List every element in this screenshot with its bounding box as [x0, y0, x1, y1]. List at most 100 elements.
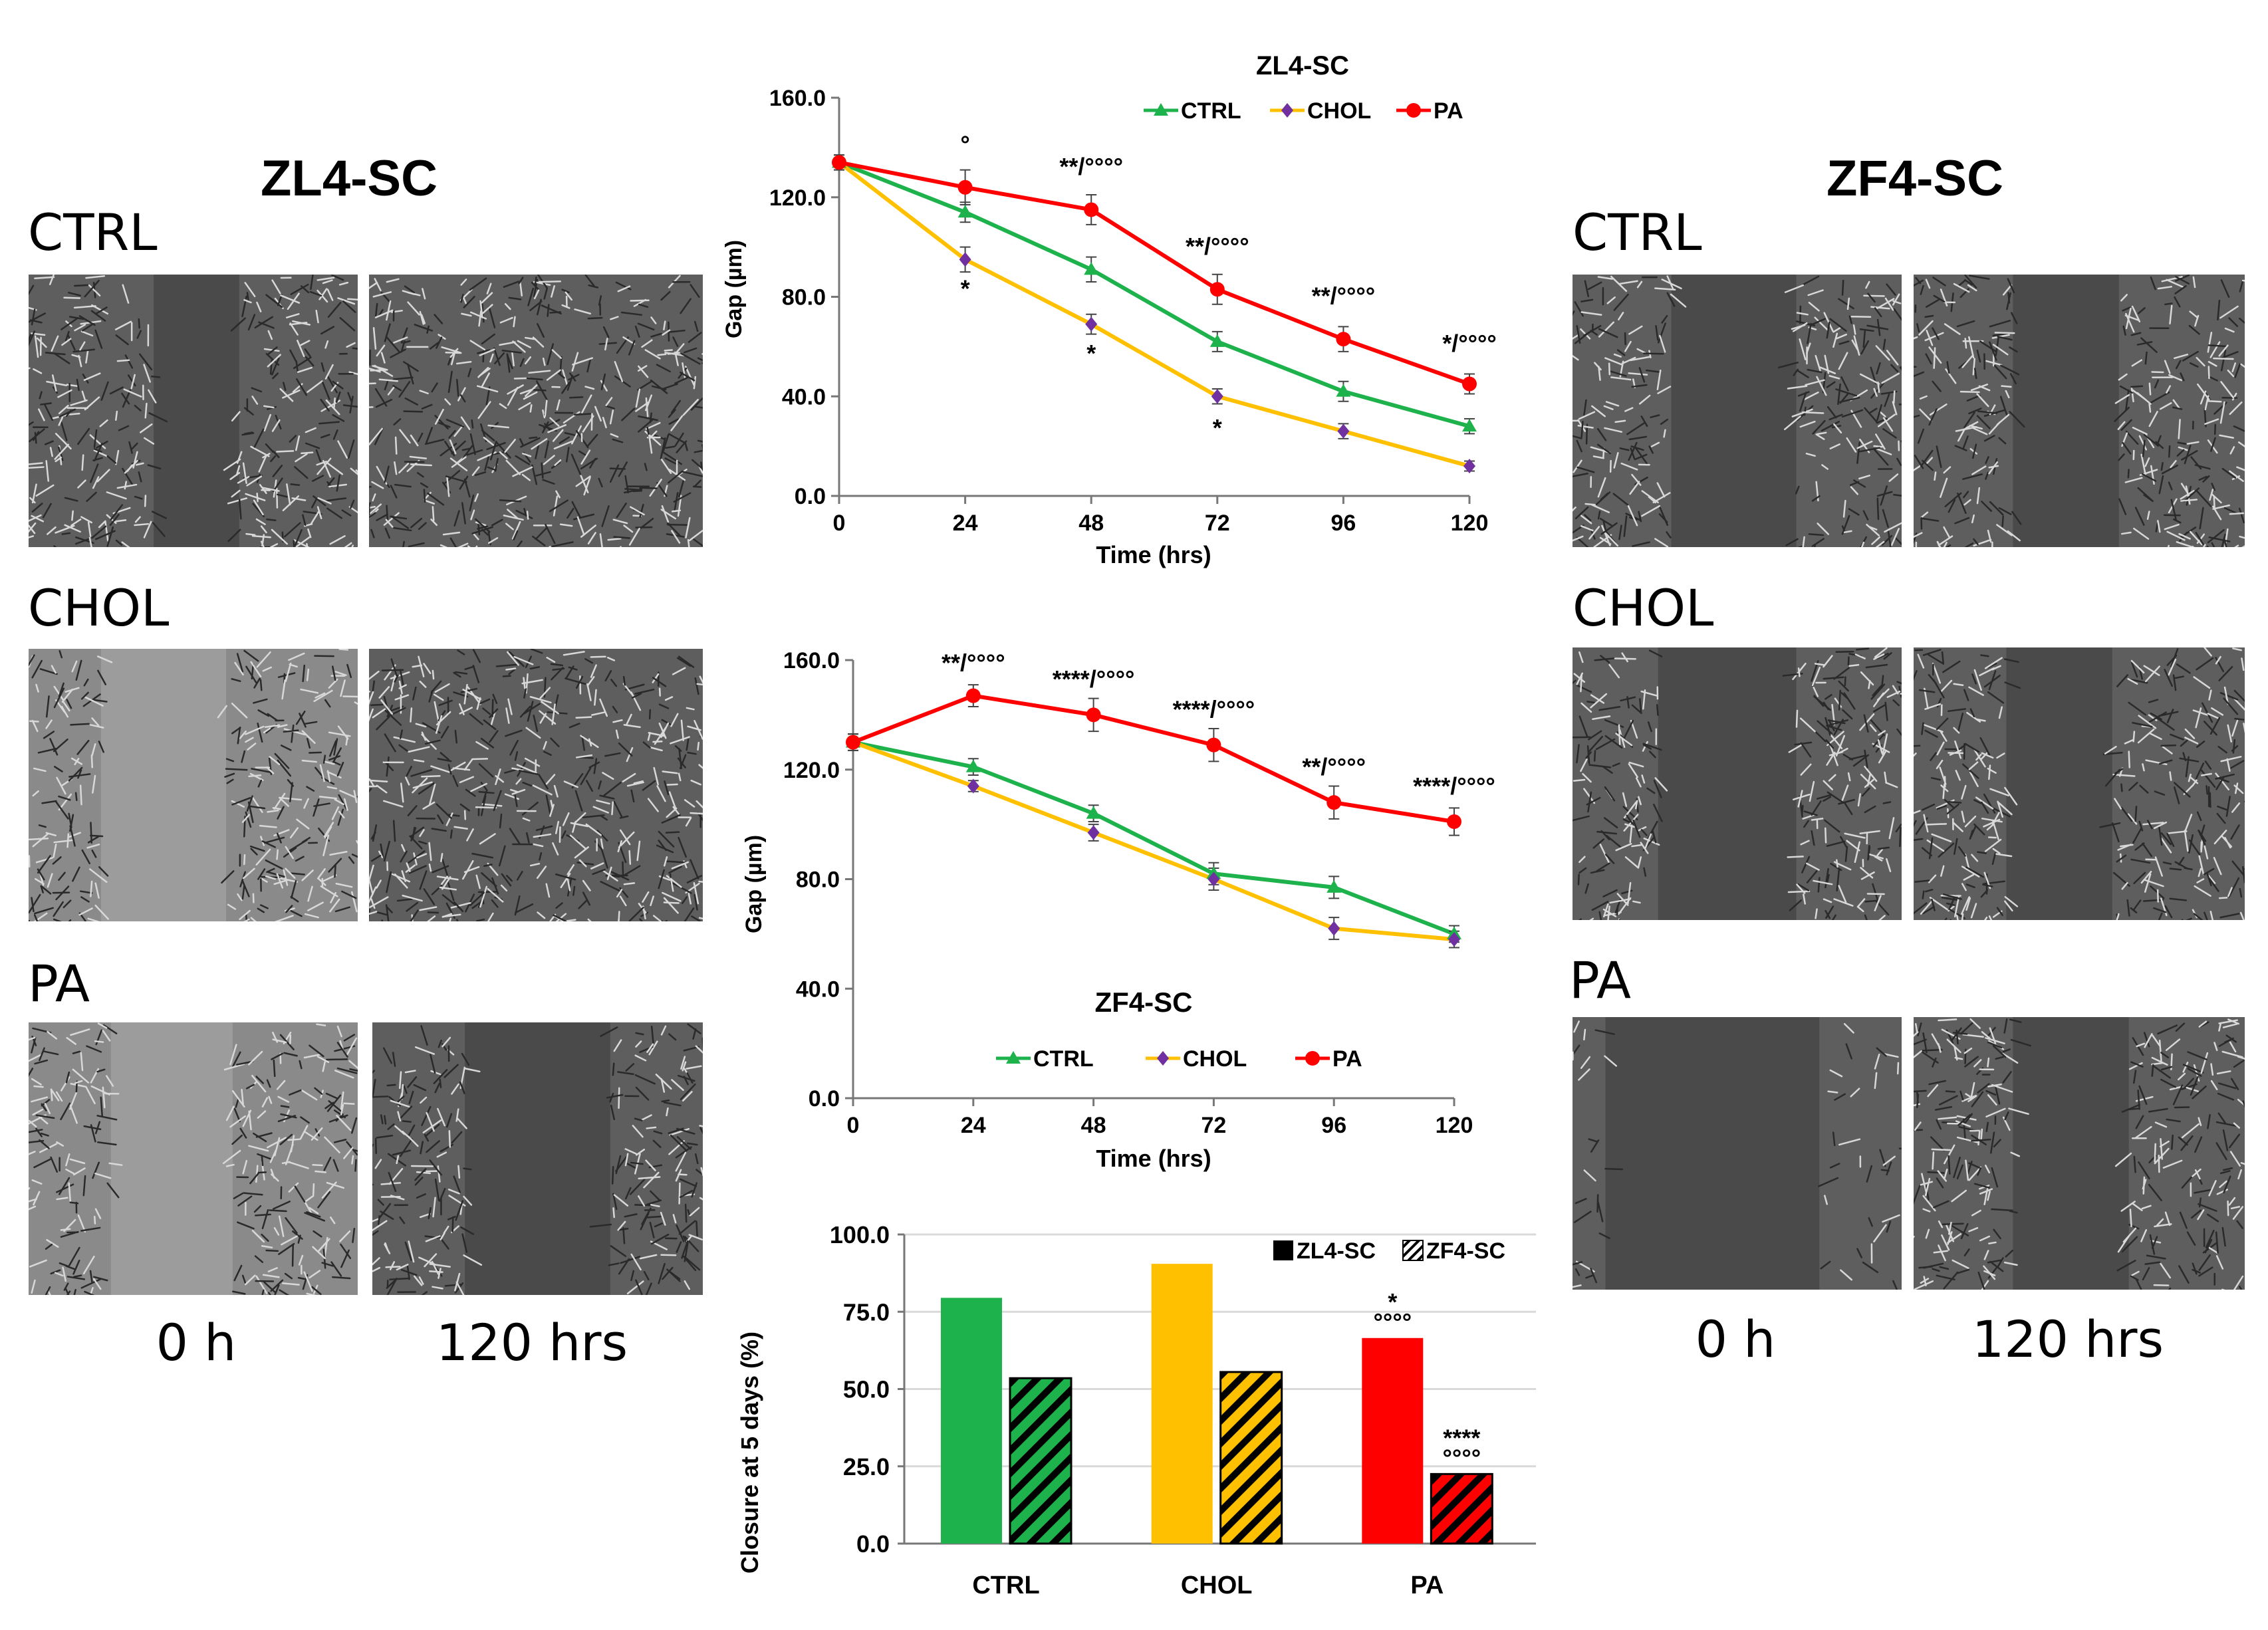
micrograph-wound-gap — [1605, 1017, 1820, 1290]
chart2-point-ctrl — [965, 759, 981, 772]
chart2-point-pa — [1326, 795, 1342, 810]
micrograph-cells — [372, 1023, 703, 1295]
chart1-xlabel: Time (hrs) — [1096, 541, 1211, 568]
chart1-point-pa — [1084, 202, 1099, 217]
chart1-point-pa — [1209, 282, 1225, 297]
left-panel-title: ZL4-SC — [261, 150, 438, 207]
chart1-point-pa — [1336, 332, 1351, 347]
chart2-point-ctrl — [1326, 879, 1342, 893]
micrograph-wound-gap — [465, 1022, 610, 1295]
chart1-xtick-label: 96 — [1330, 511, 1356, 536]
chart1-legend-label-ctrl: CTRL — [1181, 98, 1241, 124]
chart2-xtick-label: 0 — [847, 1113, 860, 1138]
chart2-point-chol — [1087, 825, 1100, 840]
chart1-legend-marker-pa — [1406, 103, 1421, 118]
chart1-legend-marker-ctrl — [1154, 103, 1168, 116]
chart2-ylabel: Gap (µm) — [741, 835, 767, 933]
chart1-xtick-label: 48 — [1078, 511, 1104, 536]
chart3-significance-label: **** — [1443, 1424, 1480, 1451]
left-time-120h: 120 hrs — [436, 1313, 628, 1372]
chart2-xlabel: Time (hrs) — [1096, 1145, 1211, 1172]
micrograph-cells — [29, 649, 358, 921]
line-chart-zf4: ZF4-SC Time (hrs) Gap (µm) 0.0 40.0 80.0 12… — [741, 648, 1495, 1172]
chart1-point-ctrl — [1336, 384, 1351, 397]
chart2-point-chol — [1328, 921, 1340, 936]
chart2-significance-label: ****/°°°° — [1053, 665, 1135, 693]
chart1-ytick-label: 80.0 — [782, 285, 826, 310]
micrograph-wound-gap — [2013, 275, 2119, 547]
chart2-point-chol — [1448, 932, 1460, 947]
chart3-ytick-label: 25.0 — [843, 1453, 890, 1480]
chart2-series-ctrl-line — [852, 740, 1455, 936]
micrograph-wound-gap — [2013, 1017, 2129, 1290]
chart1-significance-label: * — [1086, 340, 1096, 367]
chart1-series-chol-line — [838, 160, 1470, 468]
chart1-xtick-label: 120 — [1451, 511, 1489, 536]
chart2-xtick-label: 120 — [1436, 1113, 1473, 1138]
micrograph-cells — [29, 1022, 358, 1295]
chart1-ytick-label: 40.0 — [782, 384, 826, 409]
chart2-legend-marker-pa — [1305, 1051, 1320, 1066]
chart2-point-pa — [965, 688, 981, 703]
line-chart-zl4: ZL4-SC Time (hrs) Gap (µm) 0.0 40.0 80.0 12… — [721, 51, 1497, 568]
chart1-ylabel: Gap (µm) — [721, 240, 747, 338]
chart1-xtick-label: 72 — [1205, 511, 1230, 536]
chart2-point-chol — [1207, 872, 1220, 887]
micrograph-zl4-ctrl-0h — [29, 275, 358, 547]
left-time-0h: 0 h — [156, 1313, 237, 1372]
micrograph-cells — [1573, 1020, 1902, 1290]
chart3-bar-zf4-sc-chol — [1219, 1371, 1283, 1545]
left-label-pa: PA — [28, 954, 90, 1013]
chart2-xtick-label: 24 — [961, 1113, 986, 1138]
chart1-significance-label: **/°°°° — [1312, 283, 1376, 310]
chart2-title: ZF4-SC — [1095, 987, 1193, 1018]
micrograph-wound-gap — [1671, 275, 1797, 547]
micrograph-wound-gap — [100, 649, 226, 921]
chart2-legend-label-chol: CHOL — [1183, 1046, 1247, 1072]
chart1-point-pa — [832, 155, 846, 170]
chart2-significance-label: ****/°°°° — [1173, 695, 1255, 723]
chart3-category-label-chol: CHOL — [1181, 1572, 1253, 1599]
micrograph-zf4-ctrl-0h — [1573, 275, 1902, 547]
chart2-xtick-label: 48 — [1081, 1113, 1106, 1138]
micrograph-cells — [1573, 275, 1902, 547]
chart2-legend-marker-chol — [1157, 1051, 1169, 1066]
micrograph-wound-gap — [1658, 647, 1797, 920]
micrograph-wound-gap — [154, 275, 239, 547]
chart2-point-pa — [1447, 814, 1461, 830]
micrograph-zf4-pa-120h — [1914, 1017, 2245, 1290]
chart1-point-chol — [959, 252, 971, 267]
chart1-point-ctrl — [957, 205, 973, 218]
micrograph-zl4-ctrl-120h — [369, 275, 703, 547]
chart3-legend-swatch-zf4 — [1402, 1240, 1424, 1261]
micrograph-zf4-chol-120h — [1914, 647, 2245, 920]
micrograph-cells — [369, 649, 703, 921]
chart2-point-ctrl — [1086, 806, 1101, 819]
micrograph-cells — [369, 275, 703, 547]
chart2-significance-label: **/°°°° — [942, 649, 1005, 676]
left-label-chol: CHOL — [28, 578, 170, 638]
chart2-legend-marker-ctrl — [1006, 1051, 1021, 1064]
bar-chart-closure: Closure at 5 days (%) 0.0 25.0 50.0 75.0 100… — [736, 1221, 1536, 1599]
chart1-point-chol — [1463, 459, 1475, 474]
chart1-xtick-label: 24 — [953, 511, 978, 536]
chart3-bar-zl4-sc-chol — [1151, 1264, 1213, 1544]
chart1-point-chol — [1085, 316, 1098, 332]
chart3-bar-zl4-sc-pa — [1362, 1338, 1424, 1544]
micrograph-cells — [1914, 647, 2245, 920]
chart3-significance-label: °°°° — [1443, 1444, 1481, 1471]
micrograph-cells — [1914, 1018, 2245, 1290]
chart3-bar-zf4-sc-ctrl — [1009, 1377, 1072, 1545]
micrograph-zl4-chol-120h — [369, 649, 703, 921]
micrograph-zf4-chol-0h — [1573, 647, 1902, 920]
chart1-ytick-label: 160.0 — [769, 86, 826, 111]
chart3-legend-label-zl4: ZL4-SC — [1297, 1238, 1376, 1264]
chart2-xtick-label: 96 — [1321, 1113, 1346, 1138]
chart2-ytick-label: 120.0 — [783, 758, 840, 783]
chart2-point-pa — [1086, 707, 1101, 723]
chart3-legend-swatch-zl4 — [1273, 1240, 1293, 1260]
chart2-point-chol — [967, 778, 979, 794]
chart1-point-ctrl — [1084, 262, 1099, 275]
chart1-point-pa — [957, 179, 973, 195]
chart1-series-ctrl-line — [838, 160, 1470, 429]
